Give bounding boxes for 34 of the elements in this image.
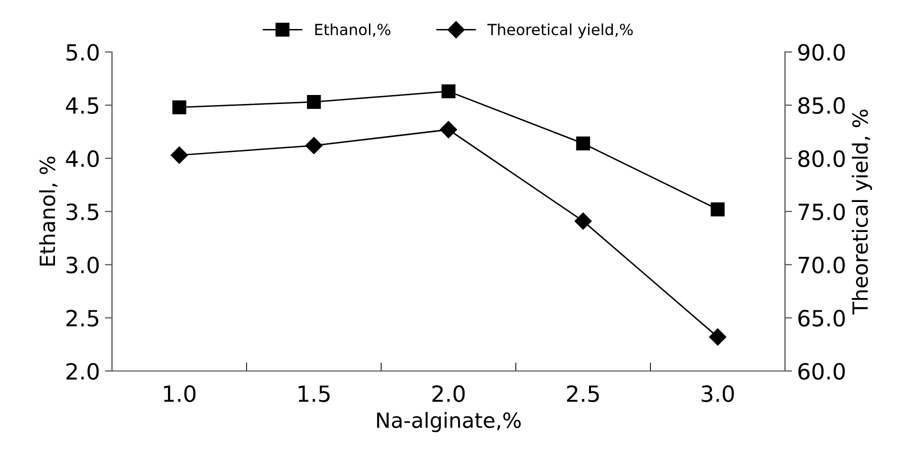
point	[574, 212, 592, 230]
y-axis-title: Ethanol, %	[39, 156, 58, 266]
y-tick-label: 2.0	[66, 362, 99, 380]
y-tick-label: 2.5	[66, 310, 98, 327]
y2-tick-label: 70.0	[798, 256, 845, 274]
y-tick-label: 4.0	[66, 150, 99, 168]
y2-axis-title: Theoretical yield, %	[852, 110, 872, 315]
y2-tick-label: 85.0	[798, 97, 845, 114]
x-tick-label: 1.0	[164, 385, 196, 402]
legend-label: Ethanol,%	[315, 23, 390, 37]
y2-tick-label: 65.0	[798, 310, 845, 327]
x-tick-label: 2.0	[432, 385, 465, 402]
x-axis-title: Na-alginate,%	[377, 412, 521, 432]
legend-label: Theoretical yield,%	[487, 23, 633, 38]
point	[170, 146, 188, 164]
point	[442, 84, 456, 98]
y2-tick-label: 90.0	[798, 44, 845, 61]
y-tick-label: 3.5	[66, 203, 98, 220]
point	[576, 136, 590, 150]
y2-tick-label: 80.0	[798, 150, 845, 168]
x-tick-label: 3.0	[702, 385, 734, 402]
point	[306, 95, 321, 109]
point	[305, 137, 322, 154]
x-tick-label: 1.5	[298, 386, 330, 402]
y-tick-label: 5.0	[66, 44, 99, 61]
point	[709, 328, 726, 346]
x-tick-label: 2.5	[567, 385, 599, 402]
y2-tick-label: 75.0	[798, 203, 845, 220]
point	[710, 202, 725, 216]
y-tick-label: 4.5	[66, 97, 98, 114]
y2-tick-label: 60.0	[798, 362, 845, 380]
point	[172, 100, 186, 114]
point	[440, 121, 458, 138]
y-tick-label: 3.0	[66, 256, 99, 274]
